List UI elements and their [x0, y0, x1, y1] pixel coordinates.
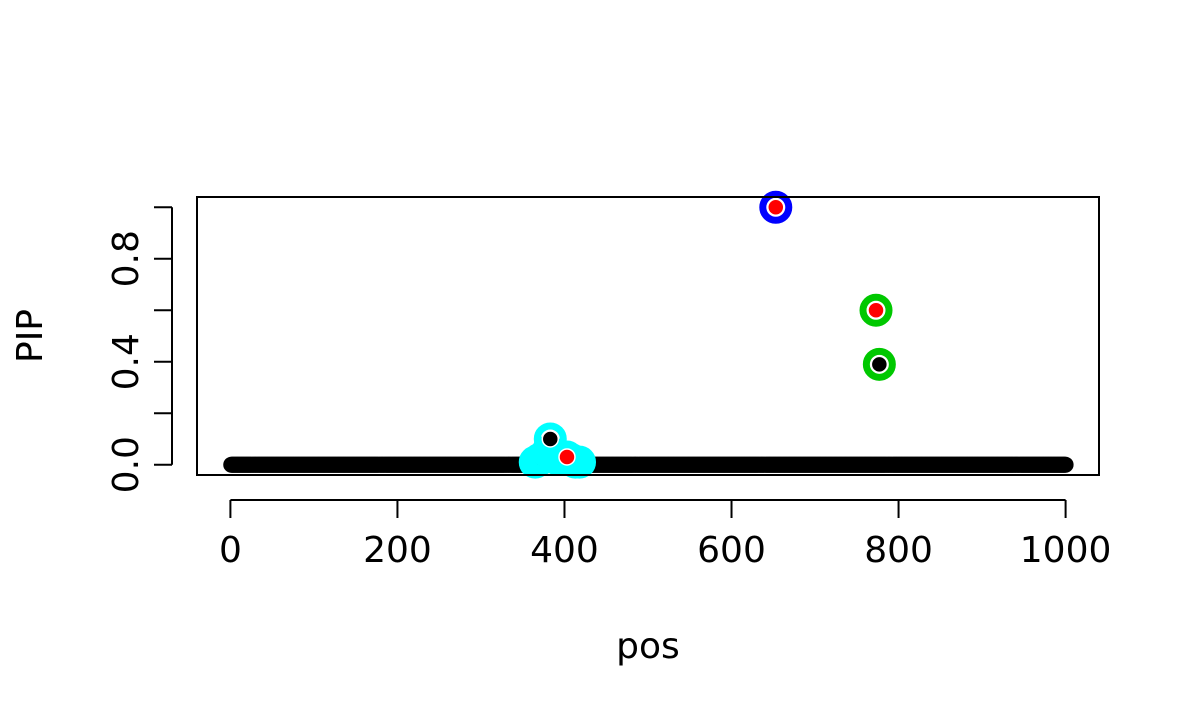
highlight-point — [767, 198, 785, 217]
y-tick-label: 0.0 — [106, 436, 147, 493]
background-points — [223, 456, 1074, 473]
series-point — [859, 293, 893, 327]
highlight-point — [870, 355, 889, 374]
x-tick-label: 200 — [363, 530, 432, 571]
x-tick-label: 600 — [697, 530, 766, 571]
y-tick-label: 0.8 — [106, 230, 147, 287]
series-point — [862, 347, 896, 381]
highlight-point — [541, 430, 560, 448]
y-axis: 0.0 0.4 0.8 — [106, 206, 173, 493]
x-tick-label: 0 — [219, 530, 242, 571]
x-axis-label: pos — [616, 626, 680, 667]
y-tick-label: 0.4 — [106, 333, 147, 390]
x-tick-label: 1000 — [1020, 530, 1112, 571]
background-point — [1057, 456, 1074, 473]
highlight-point — [867, 301, 885, 320]
series-point — [759, 190, 793, 224]
highlight-points — [541, 198, 889, 466]
x-tick-label: 800 — [864, 530, 933, 571]
series-rings — [518, 190, 896, 479]
y-axis-label: PIP — [10, 309, 51, 363]
plot-frame — [196, 196, 1100, 476]
x-axis: 0 200 400 600 800 1000 — [219, 499, 1112, 571]
highlight-point — [558, 448, 576, 466]
x-tick-label: 400 — [530, 530, 599, 571]
